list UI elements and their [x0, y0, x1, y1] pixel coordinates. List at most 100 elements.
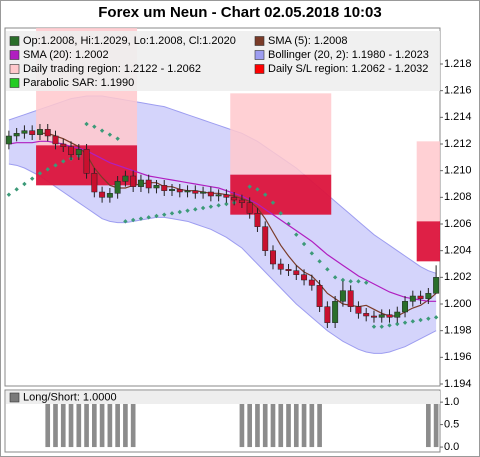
- y-tick-label: 1.196: [444, 351, 472, 363]
- sar-dot: [99, 128, 105, 133]
- candle-body: [378, 314, 385, 318]
- sar-dot: [216, 203, 221, 208]
- candle-body: [21, 130, 28, 134]
- candle-body: [347, 290, 354, 307]
- candle-body: [285, 269, 292, 271]
- y-tick-label: 1.210: [444, 165, 472, 177]
- sar-dot: [29, 176, 35, 181]
- legend-box: [6, 31, 440, 91]
- bar: [262, 402, 268, 448]
- sar-dot: [433, 315, 439, 320]
- y-tick-label: 1.208: [444, 191, 472, 203]
- bar: [426, 402, 431, 448]
- y-tick-label: 1.200: [444, 298, 472, 310]
- candle-body: [262, 226, 269, 251]
- sar-dot: [61, 159, 66, 164]
- candle-body: [223, 194, 230, 198]
- axes: 1.194 1.196 1.198 1.200 1.202 1.204 1.206 1.208…: [440, 58, 472, 453]
- candle-body: [238, 199, 245, 203]
- legend-swatch: [9, 50, 20, 60]
- candle-body: [371, 315, 377, 318]
- y-tick-label: 1.194: [444, 378, 472, 390]
- sar-dot: [387, 323, 392, 328]
- legend-swatch: [9, 64, 20, 74]
- sar-dot: [402, 320, 408, 325]
- legend-swatch: [9, 78, 20, 88]
- candle-body: [394, 311, 401, 318]
- sar-dot: [317, 259, 322, 264]
- candle-body: [363, 313, 370, 317]
- sar-dot: [348, 279, 353, 284]
- sar-dot: [92, 124, 97, 129]
- legend-label: Long/Short: 1.0000: [23, 391, 117, 403]
- legend-label: SMA (5): 1.2008: [268, 35, 348, 47]
- sar-dot: [154, 213, 159, 219]
- legend-label: Daily trading region: 1.2122 - 1.2062: [23, 63, 201, 75]
- bar: [270, 402, 276, 448]
- bar: [247, 402, 253, 448]
- sar-dot: [278, 211, 283, 216]
- bar: [293, 402, 299, 448]
- candle-body: [308, 279, 315, 286]
- candle-body: [83, 149, 90, 174]
- sar-dot: [410, 319, 416, 324]
- trading-region: [230, 93, 332, 175]
- sar-dot: [356, 279, 361, 284]
- legend-swatch: [9, 392, 20, 403]
- bar: [92, 402, 97, 448]
- bar: [76, 402, 82, 448]
- candle-body: [29, 130, 36, 135]
- candle-body: [332, 301, 339, 323]
- sar-dot: [371, 324, 377, 329]
- candle-body: [417, 295, 424, 299]
- candle-body: [60, 143, 67, 147]
- sar-dot: [200, 205, 206, 211]
- candle-body: [192, 190, 199, 194]
- candle-body: [75, 149, 82, 155]
- bar: [60, 402, 66, 448]
- sma-line: [8, 140, 437, 302]
- candle-body: [52, 135, 59, 145]
- sma-line: [39, 132, 437, 317]
- legend: Op:1.2008, Hi:1.2029, Lo:1.2008, Cl:1.20…: [6, 31, 440, 91]
- y-tick-label: 1.218: [444, 58, 472, 70]
- sar-dot: [263, 192, 268, 197]
- chart-title: Forex um Neun - Chart 02.05.2018 10:03: [98, 4, 381, 21]
- candle-body: [231, 197, 238, 201]
- bar: [115, 402, 120, 448]
- sar-dot: [53, 163, 58, 168]
- sar-dot: [138, 216, 144, 221]
- legend-label: Op:1.2008, Hi:1.2029, Lo:1.2008, Cl:1.20…: [23, 35, 236, 47]
- sar-dot: [84, 121, 89, 127]
- legend-swatch: [9, 36, 20, 46]
- sar-dot: [270, 200, 276, 205]
- sar-dot: [364, 280, 369, 285]
- candle-body: [425, 293, 432, 299]
- legend-swatch: [254, 64, 265, 74]
- candle-body: [316, 285, 323, 307]
- legend-label: Bollinger (20, 2): 1.1980 - 1.2023: [268, 49, 429, 61]
- bar: [433, 402, 439, 448]
- bar: [68, 402, 74, 448]
- candle-body: [355, 306, 362, 314]
- candle-body: [99, 191, 106, 198]
- candle-body: [277, 263, 284, 270]
- legend-swatch: [254, 36, 265, 46]
- candle-body: [145, 179, 152, 189]
- candle-body: [402, 301, 409, 313]
- y-tick-label: 1.204: [444, 245, 472, 257]
- bar: [45, 402, 51, 448]
- bar: [317, 402, 322, 448]
- y-tick-label: 0.0: [444, 441, 459, 453]
- sub-plot: Long/Short: 1.0000: [6, 391, 440, 448]
- bar: [239, 402, 245, 448]
- sar-dot: [22, 181, 27, 187]
- sar-dot: [247, 184, 252, 189]
- candle-body: [339, 290, 346, 302]
- candle-body: [44, 129, 51, 137]
- sar-dot: [255, 187, 260, 192]
- candle-body: [91, 173, 98, 193]
- y-tick-label: 1.206: [444, 218, 472, 230]
- sl-region: [230, 174, 332, 215]
- sar-dot: [162, 212, 167, 217]
